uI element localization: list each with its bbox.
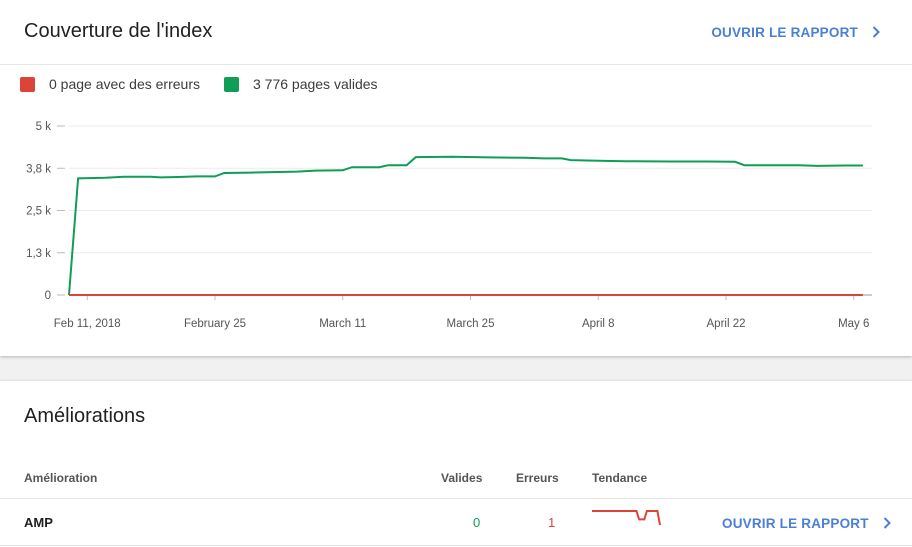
legend-valid[interactable]: 3 776 pages valides bbox=[223, 76, 378, 92]
table-row-divider bbox=[0, 545, 912, 546]
open-report-label: OUVRIR LE RAPPORT bbox=[711, 24, 858, 40]
x-tick-label: Feb 11, 2018 bbox=[54, 318, 121, 330]
y-tick-label: 0 bbox=[45, 290, 51, 302]
legend-errors[interactable]: 0 page avec des erreurs bbox=[20, 76, 200, 92]
col-header-improvement: Amélioration bbox=[24, 471, 98, 485]
table-header-divider bbox=[0, 498, 912, 499]
y-tick-label: 3,8 k bbox=[26, 163, 51, 175]
row-valid-count: 0 bbox=[473, 515, 481, 530]
improvements-title: Améliorations bbox=[24, 405, 146, 427]
col-header-valid: Valides bbox=[441, 471, 483, 485]
trend-errors-line bbox=[592, 510, 661, 526]
x-tick-label: April 22 bbox=[707, 318, 746, 330]
open-report-label: OUVRIR LE RAPPORT bbox=[722, 515, 869, 531]
y-tick-label: 1,3 k bbox=[26, 248, 51, 260]
improvements-card: Améliorations Amélioration Valides Erreu… bbox=[0, 381, 912, 547]
y-tick-label: 5 k bbox=[36, 121, 52, 133]
row-name: AMP bbox=[24, 515, 53, 530]
col-header-trend: Tendance bbox=[592, 471, 648, 485]
coverage-line-chart: 0 1,3 k 2,5 k 3,8 k 5 k Feb 11, 2018 February … bbox=[26, 121, 872, 330]
chevron-right-icon bbox=[883, 517, 891, 529]
x-tick-label: March 11 bbox=[319, 318, 366, 330]
legend-valid-label: 3 776 pages valides bbox=[252, 76, 378, 92]
header-divider bbox=[0, 64, 912, 65]
coverage-title: Couverture de l'index bbox=[24, 20, 213, 42]
row-trend-sparkline bbox=[592, 510, 661, 526]
x-tick-label: April 8 bbox=[582, 318, 615, 330]
col-header-errors: Erreurs bbox=[516, 471, 559, 485]
valid-pages-series-line bbox=[68, 155, 863, 296]
open-amp-report-link[interactable]: OUVRIR LE RAPPORT bbox=[722, 515, 895, 531]
x-tick-label: February 25 bbox=[184, 318, 246, 330]
y-tick-label: 2,5 k bbox=[26, 206, 51, 218]
valid-swatch bbox=[223, 76, 239, 92]
errors-swatch bbox=[20, 76, 35, 92]
open-coverage-report-link[interactable]: OUVRIR LE RAPPORT bbox=[711, 24, 884, 40]
index-coverage-card: Couverture de l'index OUVRIR LE RAPPORT … bbox=[0, 0, 912, 356]
legend-errors-label: 0 page avec des erreurs bbox=[49, 76, 200, 92]
chart-legend: 0 page avec des erreurs 3 776 pages vali… bbox=[20, 76, 402, 92]
x-tick-label: March 25 bbox=[447, 318, 495, 330]
x-tick-label: May 6 bbox=[838, 318, 869, 330]
row-error-count: 1 bbox=[548, 515, 556, 530]
chevron-right-icon bbox=[872, 26, 880, 38]
